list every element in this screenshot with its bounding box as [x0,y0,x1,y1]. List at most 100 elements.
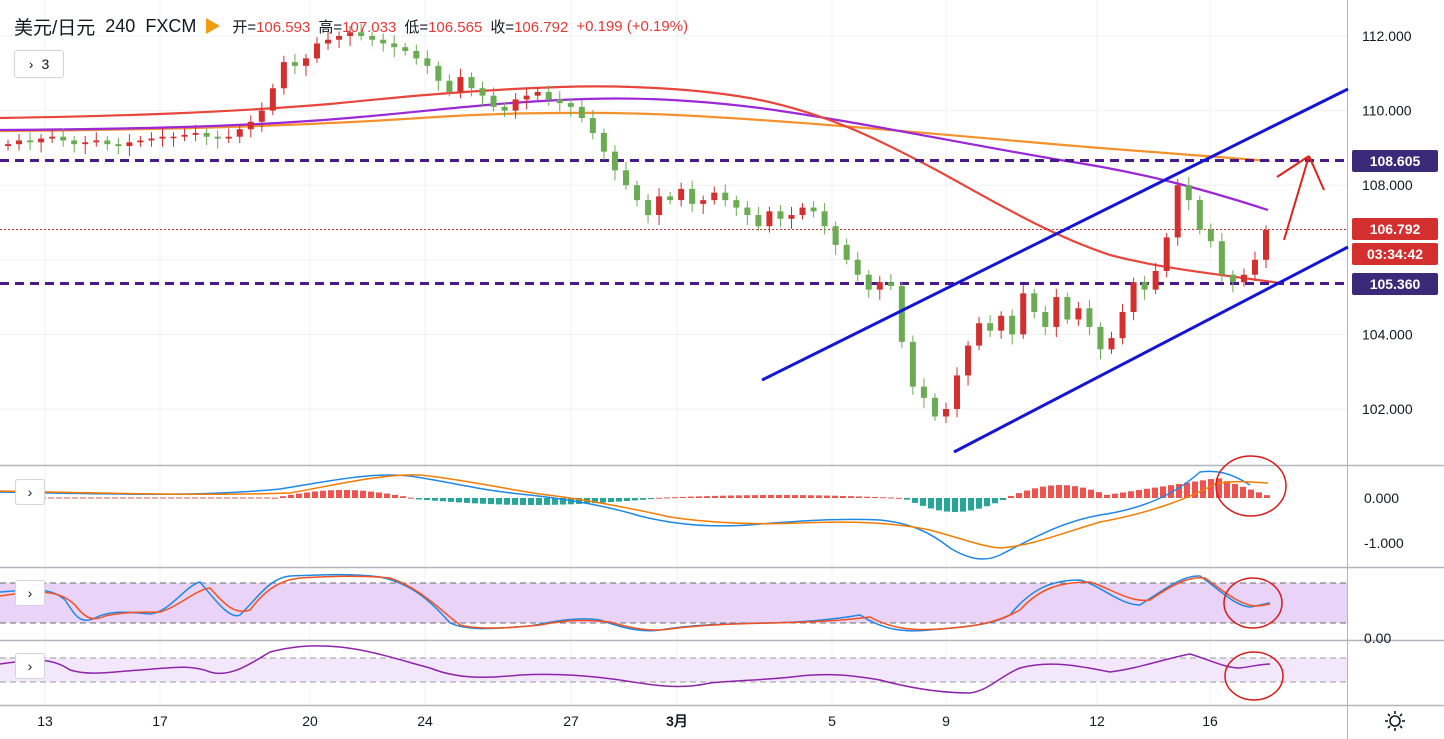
candle-body [347,32,354,36]
symbol-legend: 美元/日元 240 FXCM 开=106.593 高=107.033 低=106… [14,12,688,40]
macd-hist-bar [736,495,742,498]
macd-hist-bar [744,495,750,498]
time-axis-label: 24 [417,713,433,729]
stoch-pane-toggle[interactable]: › [15,580,45,606]
macd-hist-bar [128,497,134,499]
rsi-pane-toggle[interactable]: › [15,653,45,679]
candle-body [854,259,861,275]
candle-body [865,274,872,290]
chevron-right-icon: › [27,484,33,500]
macd-hist-bar [864,496,870,498]
time-axis-label: 12 [1089,713,1105,729]
macd-hist-bar [1024,490,1030,498]
macd-hist-bar [1224,481,1230,498]
channel-lower-line[interactable] [953,245,1349,454]
macd-hist-bar [232,497,238,499]
macd-hist-bar [696,496,702,498]
candle-body [325,39,332,44]
macd-hist-bar [768,495,774,498]
close-value: 106.792 [514,18,569,36]
macd-hist-bar [552,498,558,505]
time-axis[interactable]: 13 17 20 24 27 3月 5 9 12 16 [37,713,1218,729]
change-value: +0.199 (+0.19%) [576,17,689,35]
candle-body [358,32,365,36]
candle-body [777,211,784,219]
low-value: 106.565 [428,18,483,36]
candle-body [645,200,652,216]
macd-hist-bar [200,497,206,499]
candle-body [104,140,111,145]
macd-hist-bar [672,497,678,499]
macd-hist-bar [872,496,878,498]
candle-body [942,409,949,417]
candle-body [247,121,254,130]
macd-hist-bar [512,498,518,505]
candle-body [755,215,762,227]
price-axis-label: 108.000 [1362,177,1413,193]
candle-body [214,136,221,139]
candle-body [380,39,387,44]
candle-body [567,103,574,107]
macd-hist-bar [712,495,718,498]
open-label: 开= [232,18,257,36]
macd-hist-bar [256,497,262,499]
settings-gear-icon[interactable] [1385,711,1405,731]
candle-body [1263,229,1269,260]
candle-body [722,192,729,201]
macd-hist-bar [1136,490,1142,498]
candle-body [898,285,905,342]
macd-hist-bar [776,495,782,498]
time-axis-label: 5 [828,713,836,729]
flag-icon[interactable] [206,18,221,34]
up-arrow-annotation[interactable] [1276,155,1325,241]
last-price-tag: 106.792 [1352,218,1438,240]
macd-pane-toggle[interactable]: › [15,479,45,505]
macd-hist-bar [392,494,398,498]
macd-hist-bar [608,498,614,503]
macd-hist-bar [376,492,382,498]
candle-body [1075,308,1082,320]
candle-body [689,188,696,204]
time-axis-label: 16 [1202,713,1218,729]
candle-body [302,58,309,66]
time-axis-label: 17 [152,713,168,729]
macd-hist-bar [416,498,422,500]
macd-hist-bar [400,496,406,498]
candle-body [622,170,629,186]
candle-body [700,200,707,204]
rsi-highlight-circle[interactable] [1224,651,1284,701]
macd-hist-bar [1176,483,1182,498]
macd-hist-bar [360,490,366,498]
macd-hist-bar [248,497,254,499]
macd-hist-bar [216,497,222,499]
candle-body [1251,259,1258,275]
macd-hist-bar [848,496,854,498]
macd-hist-bar [504,498,510,505]
timeframe[interactable]: 240 [105,15,136,36]
candle-body [16,140,23,145]
macd-hist-bar [704,496,710,498]
macd-hist-bar [960,498,966,512]
macd-highlight-circle[interactable] [1215,455,1287,517]
candle-body [82,142,89,145]
symbol-name[interactable]: 美元/日元 [14,17,96,39]
candle-body [137,140,144,143]
macd-hist-bar [352,490,358,498]
indicators-toggle-button[interactable]: › 3 [14,50,64,78]
stoch-highlight-circle[interactable] [1223,577,1283,629]
candle-body [1053,297,1060,327]
stoch-axis-label: 0.00 [1364,630,1391,646]
time-axis-label: 13 [37,713,53,729]
candle-body [556,99,563,104]
candle-body [667,196,674,201]
candle-body [744,207,751,216]
price-axis-label: 112.000 [1362,28,1412,44]
candle-body [60,136,67,141]
macd-hist-bar [728,495,734,498]
channel-upper-line[interactable] [761,87,1349,382]
macd-hist-bar [1128,491,1134,498]
chevron-right-icon: › [27,658,33,674]
candle-body [909,341,916,387]
macd-hist-bar [448,498,454,502]
